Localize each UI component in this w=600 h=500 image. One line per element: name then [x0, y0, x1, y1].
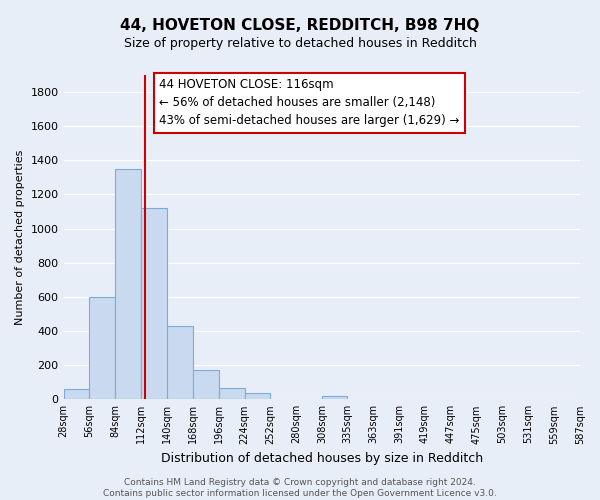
Bar: [193, 370, 219, 400]
Bar: [245, 394, 271, 400]
Bar: [322, 396, 347, 400]
Bar: [89, 297, 115, 400]
Bar: [115, 169, 141, 400]
Bar: [219, 388, 245, 400]
X-axis label: Distribution of detached houses by size in Redditch: Distribution of detached houses by size …: [161, 452, 483, 465]
Y-axis label: Number of detached properties: Number of detached properties: [15, 150, 25, 325]
Bar: [64, 389, 89, 400]
Text: Contains HM Land Registry data © Crown copyright and database right 2024.
Contai: Contains HM Land Registry data © Crown c…: [103, 478, 497, 498]
Text: 44, HOVETON CLOSE, REDDITCH, B98 7HQ: 44, HOVETON CLOSE, REDDITCH, B98 7HQ: [121, 18, 479, 32]
Text: Size of property relative to detached houses in Redditch: Size of property relative to detached ho…: [124, 38, 476, 51]
Bar: [141, 208, 167, 400]
Bar: [167, 326, 193, 400]
Text: 44 HOVETON CLOSE: 116sqm
← 56% of detached houses are smaller (2,148)
43% of sem: 44 HOVETON CLOSE: 116sqm ← 56% of detach…: [159, 78, 460, 127]
